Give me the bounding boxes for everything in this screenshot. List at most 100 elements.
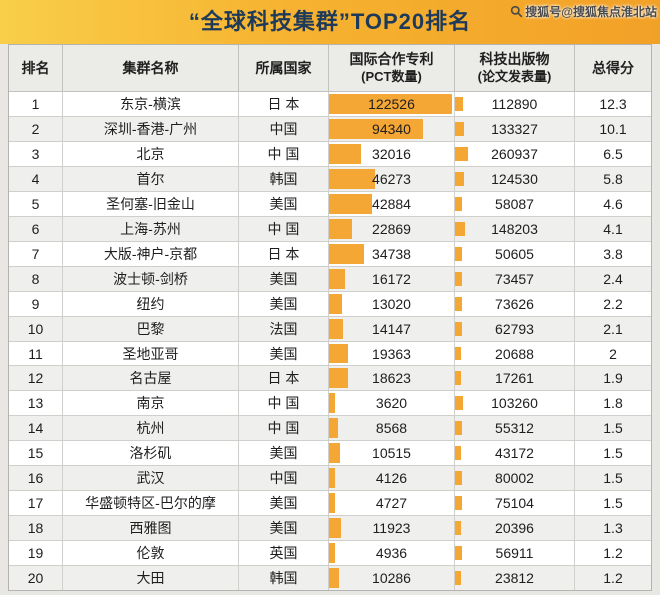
country-cell-value: 美国 bbox=[269, 195, 298, 212]
pct-cell: 10286 bbox=[329, 566, 455, 591]
score-cell: 3.8 bbox=[575, 242, 651, 266]
cluster-name-cell-value: 武汉 bbox=[136, 470, 165, 487]
country-cell-value: 英国 bbox=[269, 545, 298, 562]
table-row: 17 华盛顿特区-巴尔的摩 美国 4727 75104 1.5 bbox=[9, 491, 651, 517]
rank-cell-value: 18 bbox=[27, 520, 44, 537]
pct-cell: 8568 bbox=[329, 416, 455, 441]
score-cell-value: 1.3 bbox=[603, 520, 623, 537]
table-row: 19 伦敦 英国 4936 56911 1.2 bbox=[9, 541, 651, 567]
score-cell: 4.1 bbox=[575, 217, 651, 241]
score-cell: 1.5 bbox=[575, 491, 651, 515]
search-icon bbox=[510, 5, 523, 18]
score-cell-value: 2.4 bbox=[603, 270, 623, 287]
country-cell: 法国 bbox=[239, 316, 329, 341]
publications-bar bbox=[455, 346, 461, 361]
page-title: “全球科技集群”TOP20排名 bbox=[188, 9, 472, 34]
score-cell: 2.1 bbox=[575, 317, 651, 341]
publications-cell: 73626 bbox=[455, 291, 575, 316]
publications-bar bbox=[455, 246, 462, 261]
score-cell-value: 12.3 bbox=[599, 95, 627, 112]
score-cell-value: 10.1 bbox=[599, 120, 627, 137]
country-cell-value: 美国 bbox=[269, 270, 298, 287]
publications-cell: 124530 bbox=[455, 166, 575, 191]
cluster-name-cell-value: 洛杉矶 bbox=[129, 445, 172, 462]
cluster-name-cell: 西雅图 bbox=[63, 516, 239, 541]
publications-cell: 112890 bbox=[455, 92, 575, 116]
country-cell: 中 国 bbox=[239, 216, 329, 241]
score-cell-value: 1.5 bbox=[603, 470, 623, 487]
table-row: 8 波士顿-剑桥 美国 16172 73457 2.4 bbox=[9, 266, 651, 292]
pct-cell: 34738 bbox=[329, 241, 455, 266]
rank-cell: 8 bbox=[9, 266, 63, 291]
rank-cell: 12 bbox=[9, 366, 63, 391]
country-cell-value: 美国 bbox=[269, 345, 298, 362]
pct-cell-value: 122526 bbox=[368, 95, 415, 112]
country-cell-value: 中 国 bbox=[267, 145, 300, 162]
score-cell: 1.5 bbox=[575, 441, 651, 465]
publications-bar bbox=[455, 97, 464, 111]
cluster-name-cell: 杭州 bbox=[63, 416, 239, 441]
rank-cell: 5 bbox=[9, 191, 63, 216]
country-cell-value: 韩国 bbox=[269, 170, 298, 187]
score-cell-value: 3.8 bbox=[603, 245, 623, 262]
cluster-name-cell-value: 伦敦 bbox=[136, 545, 165, 562]
column-header-2: 集群名称 bbox=[63, 45, 239, 91]
cluster-name-cell: 洛杉矶 bbox=[63, 441, 239, 466]
publications-cell: 73457 bbox=[455, 266, 575, 291]
country-cell: 日 本 bbox=[239, 366, 329, 391]
pct-cell-value: 94340 bbox=[372, 120, 411, 137]
country-cell-value: 美国 bbox=[269, 520, 298, 537]
rank-cell-value: 3 bbox=[31, 145, 40, 162]
publications-cell: 55312 bbox=[455, 416, 575, 441]
country-cell: 美国 bbox=[239, 516, 329, 541]
country-cell-value: 美国 bbox=[269, 495, 298, 512]
score-cell: 1.2 bbox=[575, 566, 651, 590]
pct-cell-value: 4727 bbox=[375, 495, 408, 512]
score-cell: 1.5 bbox=[575, 466, 651, 490]
pct-cell-value: 18623 bbox=[372, 370, 411, 387]
country-cell: 日 本 bbox=[239, 92, 329, 116]
publications-cell: 148203 bbox=[455, 216, 575, 241]
score-cell: 2.2 bbox=[575, 292, 651, 316]
country-cell-value: 中国 bbox=[269, 120, 298, 137]
country-cell-value: 美国 bbox=[269, 295, 298, 312]
score-cell: 2.4 bbox=[575, 267, 651, 291]
table-row: 14 杭州 中 国 8568 55312 1.5 bbox=[9, 416, 651, 442]
pct-cell: 16172 bbox=[329, 266, 455, 291]
rank-cell-value: 13 bbox=[27, 395, 44, 412]
publications-bar bbox=[455, 571, 461, 586]
column-header-5: 科技出版物 (论文发表量) bbox=[455, 45, 575, 91]
publications-cell-value: 17261 bbox=[495, 370, 534, 387]
rank-cell-value: 12 bbox=[27, 370, 44, 387]
score-cell: 1.2 bbox=[575, 541, 651, 565]
publications-bar bbox=[455, 521, 461, 536]
pct-cell: 18623 bbox=[329, 366, 455, 391]
table-row: 9 纽约 美国 13020 73626 2.2 bbox=[9, 291, 651, 317]
cluster-name-cell-value: 深圳-香港-广州 bbox=[103, 120, 198, 137]
country-cell-value: 中 国 bbox=[267, 220, 300, 237]
publications-cell-value: 124530 bbox=[491, 170, 538, 187]
cluster-name-cell-value: 南京 bbox=[136, 395, 165, 412]
publications-cell: 80002 bbox=[455, 466, 575, 491]
publications-cell-value: 56911 bbox=[495, 545, 534, 562]
publications-bar bbox=[455, 121, 465, 136]
pct-cell-value: 42884 bbox=[372, 195, 411, 212]
cluster-name-cell-value: 圣地亚哥 bbox=[122, 345, 179, 362]
score-cell-value: 1.2 bbox=[603, 570, 623, 587]
ranking-table: 排名 集群名称 所属国家 国际合作专利 (PCT数量) 科技出版物 (论文发表量) 总得分 1… bbox=[8, 44, 652, 591]
country-cell-value: 中 国 bbox=[267, 395, 300, 412]
rank-cell-value: 6 bbox=[31, 220, 40, 237]
publications-cell: 75104 bbox=[455, 491, 575, 516]
cluster-name-cell: 南京 bbox=[63, 391, 239, 416]
country-cell: 中国 bbox=[239, 116, 329, 141]
pct-cell-value: 34738 bbox=[372, 245, 411, 262]
rank-cell: 6 bbox=[9, 216, 63, 241]
cluster-name-cell: 圣何塞-旧金山 bbox=[63, 191, 239, 216]
country-cell-value: 法国 bbox=[269, 320, 298, 337]
score-cell: 5.8 bbox=[575, 167, 651, 191]
table-row: 12 名古屋 日 本 18623 17261 1.9 bbox=[9, 366, 651, 392]
country-cell: 美国 bbox=[239, 441, 329, 466]
country-cell-value: 韩国 bbox=[269, 570, 298, 587]
cluster-name-cell-value: 波士顿-剑桥 bbox=[113, 270, 188, 287]
pct-cell: 22869 bbox=[329, 216, 455, 241]
